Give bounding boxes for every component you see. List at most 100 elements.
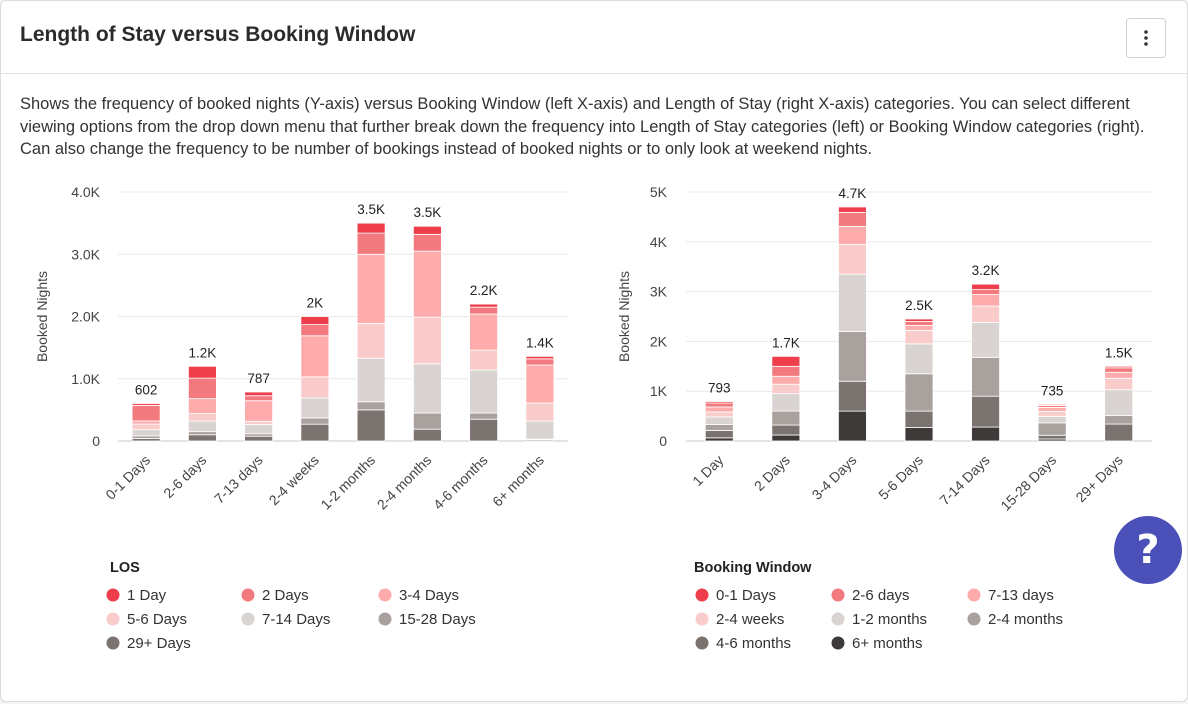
bar-segment	[838, 331, 867, 382]
bar-segment	[1104, 415, 1134, 425]
bar-segment	[244, 423, 274, 435]
bar-segment	[904, 343, 934, 375]
x-tick-label: 7-14 Days	[936, 452, 992, 508]
x-tick-label: 2 Days	[751, 452, 793, 494]
bar-segment	[469, 306, 499, 315]
legend-label: 0-1 Days	[716, 587, 776, 604]
bar-segment	[1104, 377, 1134, 391]
bar-segment	[300, 376, 330, 399]
bar-segment	[838, 273, 867, 332]
bar-segment	[904, 410, 934, 428]
total-label: 4.7K	[839, 186, 867, 201]
bar-segment	[904, 321, 934, 326]
bar-segment	[187, 420, 217, 433]
total-label: 735	[1041, 383, 1064, 398]
bar-segment	[771, 393, 801, 412]
legend-swatch	[831, 636, 845, 650]
bar-segment	[469, 313, 499, 351]
x-tick-label: 2-4 months	[374, 452, 435, 513]
bar-segment	[300, 417, 330, 425]
y-tick-label: 2.0K	[71, 309, 100, 325]
x-tick-label: 4-6 months	[430, 452, 491, 513]
legend-swatch	[831, 612, 845, 626]
bar-segment	[469, 412, 499, 420]
x-tick-label: 6+ months	[489, 452, 547, 510]
bar-segment	[525, 355, 555, 360]
bar-segment	[971, 395, 1000, 428]
bar-segment	[356, 322, 386, 359]
bar-segment	[131, 429, 161, 437]
bar-segment	[838, 225, 867, 245]
bar-segment	[704, 416, 734, 425]
total-label: 3.5K	[357, 202, 385, 217]
divider	[1, 73, 1187, 74]
bar-segment	[525, 358, 555, 366]
bar-segment	[1037, 410, 1067, 417]
bar-segment	[1104, 423, 1134, 442]
bar-segment	[704, 402, 734, 408]
bar-segment	[904, 427, 934, 442]
menu-button[interactable]	[1126, 18, 1166, 58]
total-label: 2.5K	[905, 298, 933, 313]
bar-segment	[131, 423, 161, 431]
y-tick-label: 0	[92, 433, 100, 449]
bar-segment	[704, 424, 734, 431]
y-tick-label: 2K	[650, 333, 668, 349]
bar-segment	[300, 316, 330, 325]
bar-segment	[525, 420, 555, 440]
bar-segment	[244, 420, 274, 425]
legend-label: 5-6 Days	[127, 611, 187, 628]
bar-segment	[771, 355, 801, 367]
bar-segment	[971, 289, 1000, 295]
y-tick-label: 1.0K	[71, 371, 100, 387]
bar-segment	[356, 401, 386, 411]
y-tick-label: 1K	[650, 383, 668, 399]
bar-segment	[187, 365, 217, 379]
bar-segment	[704, 429, 734, 439]
bar-segment	[1104, 365, 1134, 369]
legend-swatch	[378, 588, 392, 602]
total-label: 3.5K	[413, 205, 441, 220]
legend-swatch	[967, 612, 981, 626]
bar-segment	[704, 437, 734, 442]
help-button[interactable]: ?	[1114, 516, 1182, 584]
bar-segment	[971, 356, 1000, 397]
menu-icon	[1144, 30, 1148, 46]
legend-swatch	[106, 588, 120, 602]
bar-segment	[187, 431, 217, 436]
card-title: Length of Stay versus Booking Window	[20, 23, 416, 46]
bar-segment	[971, 322, 1000, 358]
bar-segment	[131, 403, 161, 406]
bar-segment	[131, 420, 161, 425]
x-tick-label: 5-6 Days	[875, 452, 926, 503]
bar-segment	[771, 383, 801, 395]
bar-segment	[412, 250, 442, 318]
bar-segment	[1037, 434, 1067, 440]
bar-segment	[1104, 389, 1134, 417]
bar-segment	[971, 294, 1000, 307]
bar-segment	[704, 411, 734, 418]
y-tick-label: 3.0K	[71, 246, 100, 262]
bar-segment	[187, 398, 217, 415]
bar-segment	[187, 377, 217, 400]
legend-label: 2 Days	[262, 587, 309, 604]
y-axis-label: Booked Nights	[34, 271, 50, 362]
total-label: 787	[247, 371, 270, 386]
bar-segment	[244, 400, 274, 422]
bar-segment	[412, 225, 442, 235]
legend-label: 1 Day	[127, 587, 167, 604]
legend-swatch	[831, 588, 845, 602]
bar-segment	[525, 364, 555, 404]
legend-swatch	[106, 612, 120, 626]
total-label: 2K	[307, 296, 324, 311]
x-tick-label: 7-13 days	[211, 452, 266, 507]
bar-segment	[1104, 371, 1134, 379]
legend-label: 2-4 months	[988, 611, 1063, 628]
total-label: 602	[135, 383, 158, 398]
x-tick-label: 2-6 days	[160, 452, 209, 501]
bar-segment	[904, 325, 934, 331]
bar-segment	[244, 391, 274, 397]
bar-segment	[469, 349, 499, 371]
bar-segment	[131, 404, 161, 422]
